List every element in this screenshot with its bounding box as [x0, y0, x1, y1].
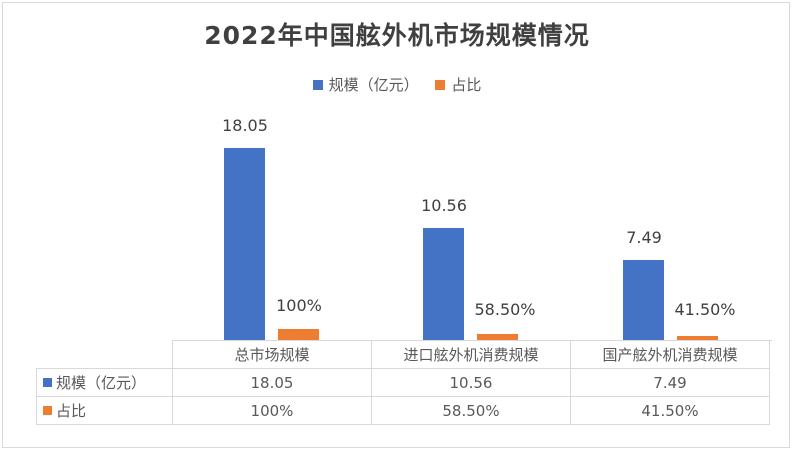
chart-title: 2022年中国舷外机市场规模情况	[204, 21, 590, 50]
legend-item-scale[interactable]: 规模（亿元）	[312, 74, 419, 95]
series-key-orange-icon	[43, 406, 52, 415]
bar-scale-import[interactable]	[423, 228, 464, 340]
bar-share-domestic[interactable]	[677, 336, 718, 340]
data-label: 18.05	[222, 116, 268, 135]
legend-item-share[interactable]: 占比	[435, 74, 481, 95]
table-row: 占比 100% 58.50% 41.50%	[36, 396, 770, 425]
bar-share-import[interactable]	[477, 334, 518, 340]
legend-label: 规模（亿元）	[328, 76, 419, 94]
table-cell: 58.50%	[371, 396, 571, 425]
table-row-header: 占比	[36, 396, 173, 425]
legend-swatch-orange-icon	[435, 79, 446, 90]
table-cell: 41.50%	[570, 396, 770, 425]
table-cell: 100%	[172, 396, 372, 425]
table-cell: 10.56	[371, 368, 571, 397]
row-label: 规模（亿元）	[56, 374, 147, 392]
row-label: 占比	[56, 402, 87, 420]
table-header: 总市场规模	[172, 340, 372, 369]
data-label: 10.56	[421, 196, 467, 215]
table-row-header: 规模（亿元）	[36, 368, 173, 397]
data-label: 41.50%	[674, 300, 736, 319]
table-cell: 18.05	[172, 368, 372, 397]
data-label: 7.49	[626, 228, 662, 247]
data-table: 总市场规模 进口舷外机消费规模 国产舷外机消费规模 规模（亿元） 18.05 1…	[36, 340, 770, 425]
legend: 规模（亿元） 占比	[0, 74, 794, 95]
table-cell: 7.49	[570, 368, 770, 397]
data-label: 58.50%	[474, 300, 536, 319]
table-row: 规模（亿元） 18.05 10.56 7.49	[36, 368, 770, 397]
table-header: 国产舷外机消费规模	[570, 340, 770, 369]
bar-scale-domestic[interactable]	[623, 260, 664, 340]
plot-area: 18.05 100% 10.56 58.50% 7.49 41.50%	[172, 110, 772, 340]
bar-share-total[interactable]	[278, 329, 319, 340]
data-label: 100%	[276, 296, 322, 315]
series-key-blue-icon	[43, 378, 52, 387]
bar-scale-total[interactable]	[224, 148, 265, 340]
legend-label: 占比	[451, 76, 482, 94]
legend-swatch-blue-icon	[312, 79, 323, 90]
table-header: 进口舷外机消费规模	[371, 340, 571, 369]
table-corner	[36, 340, 173, 369]
table-header-row: 总市场规模 进口舷外机消费规模 国产舷外机消费规模	[36, 340, 770, 369]
